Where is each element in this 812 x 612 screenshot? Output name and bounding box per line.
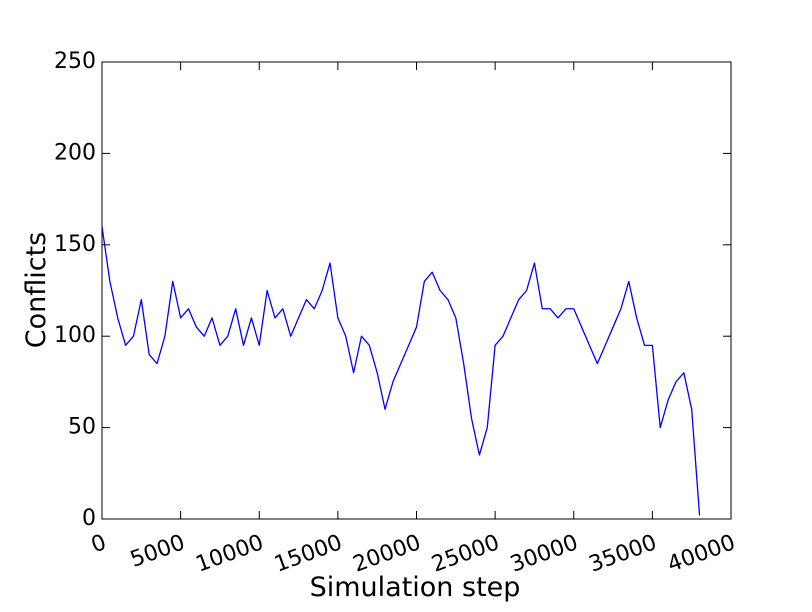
x-tick-label: 15000 xyxy=(271,530,345,577)
x-tick-label: 5000 xyxy=(127,530,188,573)
x-tick-label: 30000 xyxy=(507,530,581,577)
x-tick-label: 20000 xyxy=(350,530,424,577)
y-tick-label: 150 xyxy=(54,232,96,257)
x-tick-label: 35000 xyxy=(586,530,660,577)
y-tick-label: 50 xyxy=(68,415,96,440)
x-axis-label: Simulation step xyxy=(310,572,521,603)
x-tick-label: 0 xyxy=(88,530,110,558)
y-tick-label: 250 xyxy=(54,49,96,74)
x-tick-label: 40000 xyxy=(664,530,738,577)
data-line xyxy=(101,226,701,516)
y-tick-label: 0 xyxy=(82,506,96,531)
y-tick-label: 200 xyxy=(54,140,96,165)
y-tick-label: 100 xyxy=(54,323,96,348)
y-axis-label: Conflicts xyxy=(21,232,52,349)
x-tick-label: 10000 xyxy=(193,530,267,577)
x-tick-label: 25000 xyxy=(429,530,503,577)
plot-frame xyxy=(101,61,732,520)
